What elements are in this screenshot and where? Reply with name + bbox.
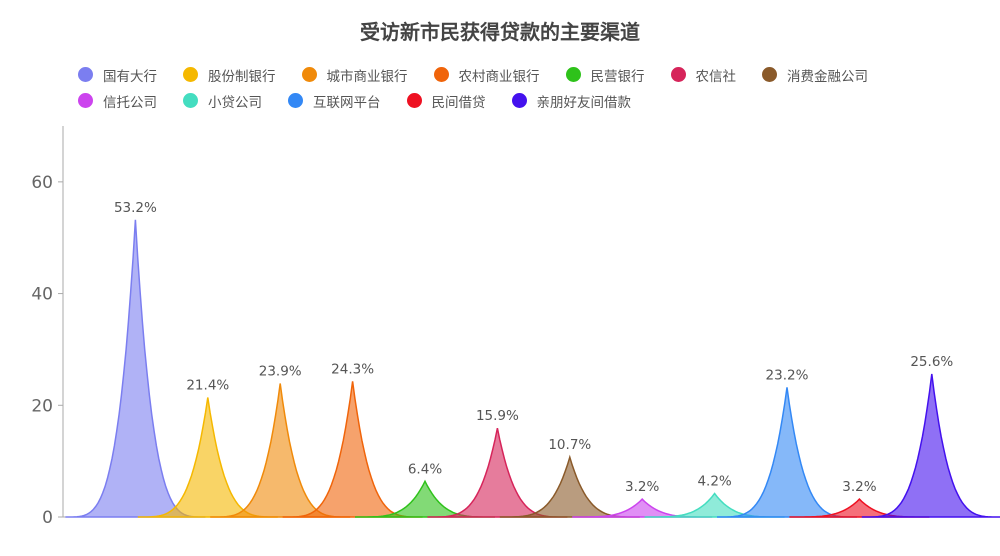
y-tick-label: 40 (31, 285, 53, 305)
y-tick-label: 60 (31, 173, 53, 193)
data-label-互联网平台: 23.2% (766, 367, 809, 383)
legend-dot-icon (301, 67, 317, 82)
legend-label: 农信社 (695, 68, 737, 85)
legend-item-股份制银行[interactable]: 股份制银行 (183, 65, 276, 85)
legend-row-2: 信托公司 小贷公司 互联网平台 民间借贷 亲朋好友间借款 (78, 88, 978, 113)
legend-dot-icon (762, 67, 777, 82)
legend-item-农信社[interactable]: 农信社 (670, 65, 737, 85)
y-tick-label: 0 (42, 508, 53, 528)
legend-dot-icon (78, 67, 93, 82)
spike-互联网平台[interactable] (717, 387, 857, 518)
legend-item-消费金融公司[interactable]: 消费金融公司 (762, 65, 868, 85)
legend-dot-icon (183, 93, 198, 108)
legend: 国有大行 股份制银行 城市商业银行 农村商业银行 民营银行 农信社 消费金融公司… (78, 62, 978, 114)
legend-label: 农村商业银行 (458, 68, 540, 85)
data-label-信托公司: 3.2% (625, 479, 659, 495)
legend-item-互联网平台[interactable]: 互联网平台 (288, 91, 381, 111)
legend-label: 小贷公司 (208, 94, 262, 111)
data-label-消费金融公司: 10.7% (548, 437, 591, 453)
legend-dot-icon (565, 67, 581, 82)
data-label-民间借贷: 3.2% (842, 479, 876, 495)
legend-item-民间借贷[interactable]: 民间借贷 (406, 91, 486, 111)
legend-item-农村商业银行[interactable]: 农村商业银行 (433, 65, 540, 85)
legend-item-国有大行[interactable]: 国有大行 (78, 65, 157, 85)
legend-label: 消费金融公司 (787, 68, 868, 85)
data-label-亲朋好友间借款: 25.6% (910, 354, 953, 370)
legend-label: 信托公司 (103, 94, 157, 111)
legend-label: 互联网平台 (313, 94, 381, 111)
chart-title: 受访新市民获得贷款的主要渠道 (360, 20, 640, 44)
legend-label: 亲朋好友间借款 (536, 94, 632, 111)
legend-item-小贷公司[interactable]: 小贷公司 (183, 91, 262, 111)
legend-dot-icon (433, 67, 449, 82)
legend-dot-icon (288, 93, 303, 108)
legend-item-城市商业银行[interactable]: 城市商业银行 (301, 65, 408, 85)
data-label-城市商业银行: 23.9% (259, 364, 302, 380)
legend-item-信托公司[interactable]: 信托公司 (78, 91, 157, 111)
spike-亲朋好友间借款[interactable] (861, 373, 1000, 518)
legend-label: 城市商业银行 (326, 68, 408, 85)
y-tick-label: 20 (31, 396, 53, 416)
data-label-农信社: 15.9% (476, 408, 519, 424)
data-label-小贷公司: 4.2% (697, 474, 731, 490)
legend-dot-icon (511, 93, 527, 108)
legend-dot-icon (406, 93, 422, 108)
legend-label: 民间借贷 (431, 94, 486, 111)
spike-国有大行[interactable] (65, 219, 206, 518)
legend-label: 股份制银行 (208, 68, 276, 85)
legend-dot-icon (670, 67, 686, 82)
spike-series-group (65, 219, 1000, 518)
data-label-group: 53.2% 21.4% 23.9% 24.3% 6.4% 15.9% 10.7% 3.2% 4.… (114, 200, 953, 495)
data-label-农村商业银行: 24.3% (331, 361, 374, 377)
legend-dot-icon (78, 93, 93, 108)
data-label-股份制银行: 21.4% (186, 377, 229, 393)
legend-dot-icon (183, 67, 198, 82)
data-label-民营银行: 6.4% (408, 461, 442, 477)
legend-label: 国有大行 (103, 68, 157, 85)
legend-item-民营银行[interactable]: 民营银行 (565, 65, 645, 85)
data-label-国有大行: 53.2% (114, 200, 157, 216)
legend-item-亲朋好友间借款[interactable]: 亲朋好友间借款 (511, 91, 632, 111)
legend-label: 民营银行 (590, 68, 645, 85)
legend-row-1: 国有大行 股份制银行 城市商业银行 农村商业银行 民营银行 农信社 消费金融公司 (78, 62, 978, 87)
spike-农信社[interactable] (427, 428, 568, 518)
